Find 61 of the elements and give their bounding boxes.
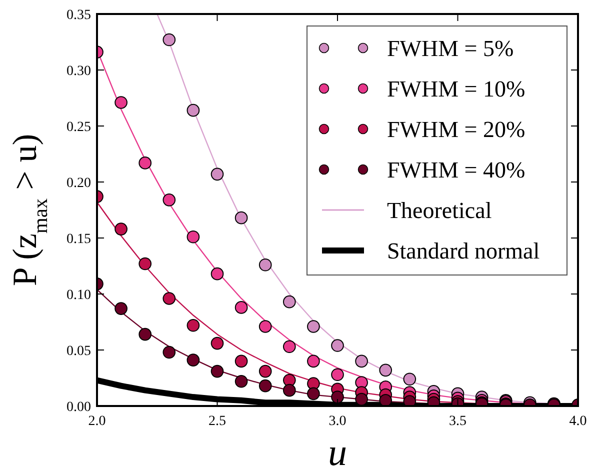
point: [234, 374, 248, 388]
point: [162, 346, 176, 359]
point: [114, 302, 128, 315]
point: [258, 379, 272, 392]
y-tick-label: 0.05: [66, 344, 91, 359]
x-tick-label: 4.0: [569, 414, 587, 429]
y-tick-label: 0.10: [66, 288, 91, 303]
point: [210, 267, 224, 280]
point: [282, 295, 296, 308]
legend-label: FWHM = 5%: [387, 36, 514, 61]
point: [379, 394, 392, 406]
point: [138, 257, 152, 270]
point: [162, 33, 176, 46]
point: [210, 336, 224, 350]
point: [138, 328, 152, 341]
y-tick-label: 0.35: [66, 8, 91, 23]
point: [186, 354, 200, 366]
y-tick-label: 0.20: [66, 176, 91, 191]
point: [186, 104, 200, 117]
legend-label: FWHM = 10%: [387, 76, 526, 102]
point: [234, 211, 248, 224]
x-axis-title: u: [328, 432, 347, 471]
x-tick-label: 2.5: [208, 414, 226, 429]
point: [282, 340, 296, 354]
point: [210, 168, 224, 181]
point: [114, 222, 128, 236]
legend-label: FWHM = 40%: [387, 158, 526, 182]
point: [114, 96, 128, 109]
point: [331, 390, 344, 404]
point: [282, 384, 296, 397]
x-tick-label: 3.0: [328, 414, 346, 429]
point: [258, 258, 272, 272]
point: [355, 392, 368, 406]
point: [379, 364, 392, 377]
point: [307, 320, 320, 333]
point: [258, 320, 272, 333]
y-tick-label: 0.15: [66, 232, 91, 247]
point: [355, 354, 368, 368]
legend-label: Theoretical: [387, 198, 492, 223]
point: [331, 368, 344, 382]
y-tick-label: 0.25: [66, 120, 91, 135]
point: [186, 230, 200, 244]
point: [210, 364, 224, 378]
x-tick-label: 3.5: [449, 414, 466, 429]
point: [234, 301, 248, 314]
point: [234, 354, 248, 368]
point: [307, 354, 320, 368]
legend-label: FWHM = 20%: [387, 117, 526, 142]
point: [307, 387, 320, 400]
y-tick-label: 0.00: [66, 400, 91, 415]
point: [162, 292, 176, 305]
x-tick-label: 2.0: [88, 414, 106, 429]
point: [403, 372, 416, 386]
point: [138, 156, 152, 170]
point: [258, 364, 272, 378]
point: [403, 395, 416, 406]
point: [162, 194, 176, 206]
point: [331, 339, 344, 352]
y-tick-label: 0.30: [66, 64, 91, 79]
point: [186, 318, 200, 332]
legend-label: Standard normal: [387, 238, 540, 264]
